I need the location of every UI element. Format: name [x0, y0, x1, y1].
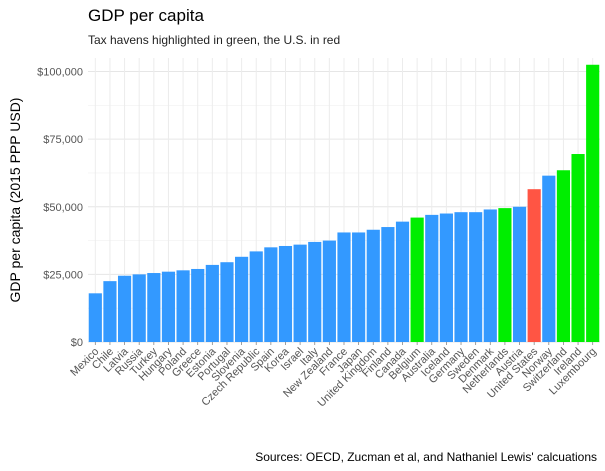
bar	[352, 232, 366, 342]
bar	[542, 175, 556, 342]
chart-subtitle: Tax havens highlighted in green, the U.S…	[88, 33, 341, 47]
x-axis: MexicoChileLatviaRussiaTurkeyHungaryPola…	[68, 342, 599, 409]
y-axis-label: GDP per capita (2015 PPP USD)	[7, 98, 23, 303]
bars	[88, 64, 600, 342]
bar	[103, 281, 117, 342]
bar	[264, 247, 278, 342]
y-tick-label: $100,000	[37, 67, 83, 79]
y-tick-label: $50,000	[43, 202, 83, 214]
bar	[337, 232, 351, 342]
bar	[483, 209, 497, 342]
bar	[425, 214, 439, 342]
bar	[439, 213, 453, 342]
bar	[220, 262, 234, 342]
bar	[410, 217, 424, 342]
bar	[586, 64, 600, 342]
y-tick-label: $25,000	[43, 269, 83, 281]
bar	[191, 268, 205, 342]
bar	[278, 245, 293, 342]
chart-title: GDP per capita	[88, 6, 204, 25]
bar	[117, 275, 132, 342]
bar	[498, 208, 512, 342]
bar	[322, 240, 336, 342]
bar	[308, 241, 322, 342]
bar	[147, 273, 161, 342]
bar	[132, 274, 146, 342]
y-axis: $0 $25,000 $50,000 $75,000 $100,000	[37, 67, 83, 349]
bar	[161, 271, 176, 342]
bar	[205, 264, 219, 342]
y-tick-label: $75,000	[43, 134, 83, 146]
bar	[176, 270, 190, 342]
bar	[88, 293, 102, 342]
bar	[293, 244, 307, 342]
bar	[249, 251, 263, 342]
y-tick-label: $0	[71, 337, 83, 349]
bar	[469, 212, 483, 342]
bar	[366, 229, 380, 342]
bar	[527, 189, 541, 342]
bar	[395, 221, 410, 342]
bar	[571, 154, 585, 342]
bar	[556, 170, 571, 342]
bar	[454, 212, 468, 342]
bar	[235, 256, 249, 342]
chart-caption: Sources: OECD, Zucman et al, and Nathani…	[255, 450, 597, 464]
bar	[512, 206, 527, 342]
bar	[381, 227, 395, 342]
